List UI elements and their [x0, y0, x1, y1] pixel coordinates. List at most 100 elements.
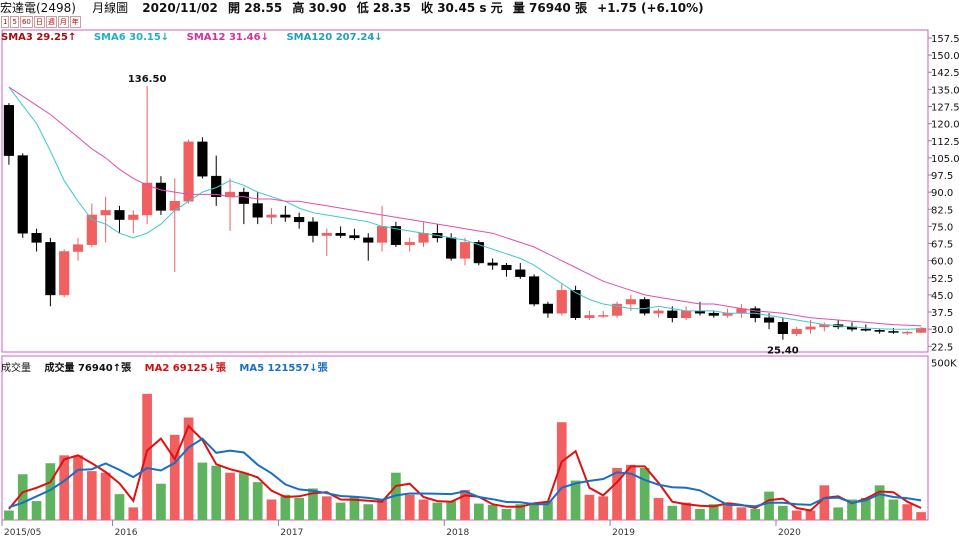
volume-bar — [114, 494, 125, 520]
candle-body — [45, 242, 56, 296]
volume-bar — [722, 502, 733, 520]
volume-bar — [4, 510, 14, 520]
y-tick-label: 142.5 — [931, 68, 959, 79]
candle-body — [238, 191, 249, 204]
candle-body — [874, 330, 885, 332]
volume-bar — [916, 512, 926, 520]
candle-body — [294, 217, 305, 223]
volume-bar — [847, 499, 857, 520]
x-tick-label: 2017 — [280, 528, 303, 538]
volume-bar — [833, 507, 844, 520]
legend-sma3: SMA3 29.25↑ — [1, 32, 77, 43]
quote-header: 宏達電(2498) 月線圖 2020/11/02 開 28.55 高 30.90… — [0, 0, 959, 16]
candle-body — [197, 141, 208, 177]
candle-body — [888, 331, 899, 333]
volume-bar — [432, 502, 443, 520]
volume-bar — [791, 510, 802, 520]
y-tick-label: 105.0 — [931, 154, 959, 165]
legend-sma120: SMA120 207.24↓ — [286, 32, 383, 43]
period-button-day[interactable]: 日 — [33, 16, 45, 28]
candle-body — [598, 315, 609, 317]
y-tick-label: 82.5 — [931, 205, 953, 216]
candle-body — [542, 303, 554, 314]
period-button-60min[interactable]: 60 — [19, 16, 33, 28]
volume-bar — [487, 504, 498, 520]
volume-bar — [902, 504, 913, 520]
x-tick-label: 2015/05 — [4, 528, 41, 538]
candle-body — [584, 315, 595, 318]
ma5-line — [8, 437, 922, 509]
volume-bar — [446, 501, 457, 520]
candle-body — [280, 214, 291, 218]
volume-bar — [100, 472, 111, 520]
candle-body — [529, 276, 540, 305]
y-tick-label: 112.5 — [931, 137, 959, 148]
volume-bar — [418, 499, 429, 520]
candle-body — [653, 310, 664, 314]
volume-bar — [239, 472, 249, 520]
y-tick-label: 135.0 — [931, 85, 959, 96]
quote-date: 2020/11/02 — [142, 1, 218, 15]
candle-body — [681, 310, 692, 318]
volume-bar — [529, 502, 539, 520]
volume-bar — [142, 393, 152, 520]
candle-body — [17, 155, 28, 234]
candle-body — [266, 214, 277, 218]
volume-bar — [460, 490, 470, 520]
quote-open: 開 28.55 — [228, 1, 283, 15]
volume-bar — [183, 417, 194, 520]
volume-bar — [570, 480, 581, 520]
candle-body — [86, 214, 97, 245]
candle-body — [791, 328, 802, 334]
period-button-1min[interactable]: 1 — [1, 16, 10, 28]
candle-body — [59, 251, 70, 296]
candle-body — [763, 317, 775, 323]
price-annotation: 25.40 — [767, 346, 799, 357]
volume-bar — [280, 494, 291, 520]
volume-bar — [612, 467, 622, 520]
volume-bar — [128, 507, 139, 520]
period-button-5min[interactable]: 5 — [10, 16, 19, 28]
volume-bar — [778, 505, 788, 520]
candle-body — [473, 242, 484, 264]
period-button-year[interactable]: 年 — [69, 16, 81, 28]
legend-ma5: MA5 121557↓張 — [239, 363, 328, 374]
volume-bar — [626, 464, 636, 520]
volume-bar — [252, 482, 263, 520]
candle-body — [501, 264, 512, 271]
sma12-line — [8, 86, 922, 327]
volume-bar — [584, 494, 595, 520]
candle-body — [335, 232, 346, 236]
candle-body — [625, 299, 636, 305]
y-tick-label: 45.0 — [931, 291, 953, 302]
quote-high: 高 30.90 — [292, 1, 347, 15]
volume-bar — [681, 502, 691, 520]
y-tick-label: 120.0 — [931, 120, 959, 131]
volume-bar — [667, 505, 678, 520]
candle-body — [418, 232, 429, 243]
period-button-week[interactable]: 週 — [45, 16, 57, 28]
volume-bar — [321, 496, 332, 520]
quote-change: +1.75 (+6.10%) — [597, 1, 704, 15]
volume-bar — [598, 496, 609, 520]
volume-bar — [45, 463, 56, 520]
legend-sma12: SMA12 31.46↓ — [186, 32, 269, 43]
candle-body — [183, 141, 194, 202]
period-selector: 1 5 60 日 週 月 年 — [1, 16, 81, 28]
x-tick-label: 2019 — [612, 528, 635, 538]
y-tick-label: 22.5 — [931, 342, 953, 353]
candle-body — [390, 226, 401, 245]
candle-body — [708, 312, 719, 316]
volume-bar — [860, 497, 871, 520]
price-panel-frame — [1, 29, 929, 353]
candle-body — [142, 182, 153, 216]
x-tick-label: 2020 — [778, 528, 801, 538]
x-tick-label: 2018 — [446, 528, 469, 538]
y-tick-label: 90.0 — [931, 188, 953, 199]
candle-body — [777, 322, 788, 334]
volume-bar — [73, 455, 83, 520]
volume-bar — [543, 501, 553, 520]
period-button-month[interactable]: 月 — [57, 16, 69, 28]
legend-ma2: MA2 69125↓張 — [144, 363, 226, 374]
